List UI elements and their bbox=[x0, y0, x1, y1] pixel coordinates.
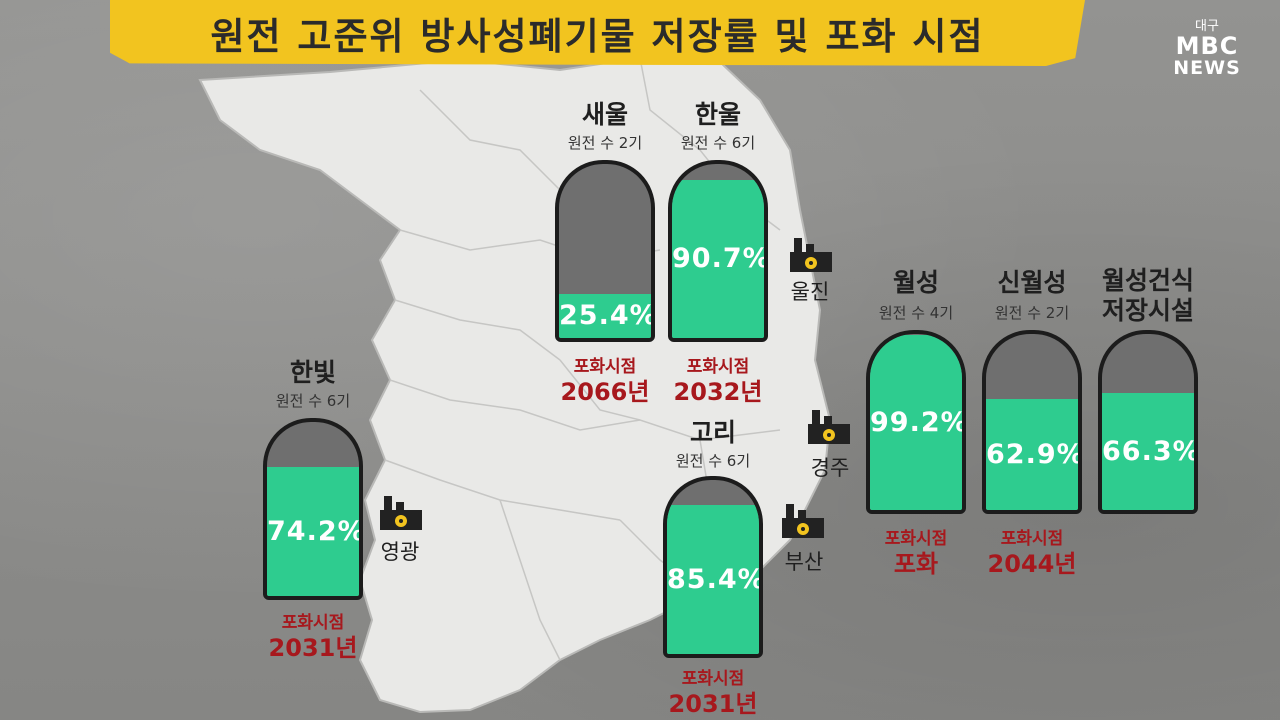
title-banner bbox=[110, 0, 1085, 66]
saturation-year-hanbit: 2031년 bbox=[268, 634, 358, 662]
logo-region: 대구 bbox=[1195, 19, 1219, 34]
tank-hanbit: 74.2% bbox=[263, 418, 363, 600]
saturation-label-shinwolsong: 포화시점 bbox=[1000, 529, 1064, 549]
plant-name-wolsong: 월성 bbox=[892, 268, 939, 297]
tank-fill-wolsong bbox=[870, 335, 962, 510]
plant-name-wolsong-dry-line1: 월성건식 bbox=[1101, 266, 1194, 295]
saturation-label-wolsong: 포화시점 bbox=[884, 529, 948, 549]
region-label-uljin: 울진 bbox=[790, 280, 830, 304]
tank-fill-hanul bbox=[672, 180, 764, 338]
saturation-year-shinwolsong: 2044년 bbox=[987, 550, 1077, 578]
saturation-label-kori: 포화시점 bbox=[681, 669, 745, 689]
tank-fill-wolsong-dry bbox=[1102, 393, 1194, 510]
tank-saeul: 25.4% bbox=[555, 160, 655, 342]
tank-fill-saeul bbox=[559, 294, 651, 338]
saturation-year-kori: 2031년 bbox=[668, 690, 758, 718]
saturation-label-saeul: 포화시점 bbox=[573, 357, 637, 377]
nuclear-factory-icon bbox=[808, 410, 850, 444]
plant-units-hanbit: 원전 수 6기 bbox=[275, 392, 351, 410]
tank-percent-shinwolsong: 62.9% bbox=[986, 438, 1082, 470]
tank-percent-hanbit: 74.2% bbox=[267, 515, 363, 547]
plant-name-wolsong-dry-line2: 저장시설 bbox=[1101, 296, 1194, 325]
tank-percent-hanul: 90.7% bbox=[672, 243, 768, 274]
tank-percent-wolsong: 99.2% bbox=[870, 406, 966, 438]
plant-name-hanbit: 한빛 bbox=[289, 358, 336, 387]
tank-hanul: 90.7% bbox=[668, 160, 768, 342]
tank-wolsong-dry: 66.3% bbox=[1098, 330, 1198, 514]
plant-name-saeul: 새울 bbox=[581, 100, 628, 129]
plant-name-shinwolsong: 신월성 bbox=[997, 268, 1067, 297]
page-title: 원전 고준위 방사성폐기물 저장률 및 포화 시점 bbox=[210, 15, 985, 58]
plant-units-hanul: 원전 수 6기 bbox=[680, 134, 756, 152]
plant-name-kori: 고리 bbox=[689, 418, 736, 447]
region-label-yeonggwang: 영광 bbox=[380, 540, 420, 564]
logo-brand: MBC bbox=[1175, 32, 1239, 60]
region-label-gyeongju: 경주 bbox=[810, 456, 850, 480]
saturation-label-hanul: 포화시점 bbox=[686, 357, 750, 377]
nuclear-factory-icon bbox=[790, 238, 832, 272]
saturation-year-saeul: 2066년 bbox=[560, 378, 650, 406]
saturation-year-hanul: 2032년 bbox=[673, 378, 763, 406]
saturation-year-wolsong: 포화 bbox=[893, 550, 939, 578]
plant-units-wolsong: 원전 수 4기 bbox=[878, 304, 954, 322]
mbc-news-logo: 대구 MBC NEWS bbox=[1162, 19, 1252, 79]
plant-units-saeul: 원전 수 2기 bbox=[567, 134, 643, 152]
nuclear-factory-icon bbox=[782, 504, 824, 538]
tank-shinwolsong: 62.9% bbox=[982, 330, 1082, 514]
region-label-busan: 부산 bbox=[784, 550, 824, 574]
tank-wolsong: 99.2% bbox=[866, 330, 966, 514]
plant-units-kori: 원전 수 6기 bbox=[675, 452, 751, 470]
tank-fill-shinwolsong bbox=[986, 399, 1078, 510]
plant-units-shinwolsong: 원전 수 2기 bbox=[994, 304, 1070, 322]
tank-percent-kori: 85.4% bbox=[667, 563, 763, 595]
tank-fill-hanbit bbox=[267, 467, 359, 596]
nuclear-factory-icon bbox=[380, 496, 422, 530]
tank-percent-saeul: 25.4% bbox=[559, 300, 655, 331]
logo-news: NEWS bbox=[1173, 57, 1241, 79]
tank-kori: 85.4% bbox=[663, 476, 763, 658]
tank-fill-kori bbox=[667, 505, 759, 654]
plant-name-hanul: 한울 bbox=[694, 100, 741, 129]
tank-percent-wolsong-dry: 66.3% bbox=[1102, 435, 1198, 467]
saturation-label-hanbit: 포화시점 bbox=[281, 613, 345, 633]
